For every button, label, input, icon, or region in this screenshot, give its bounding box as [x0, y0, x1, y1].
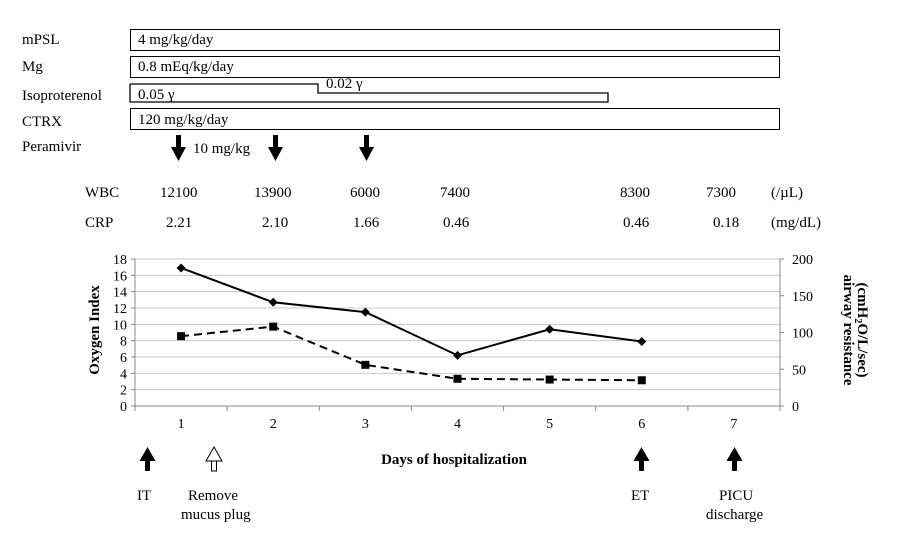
x-axis-label: Days of hospitalization	[381, 452, 528, 468]
y-tick-label-left: 16	[113, 269, 127, 284]
wbc-value: 13900	[254, 185, 292, 201]
airway-resistance-point	[637, 376, 646, 385]
y-tick-label-left: 0	[120, 400, 127, 415]
crp-value: 2.21	[166, 215, 193, 231]
oxygen-index-point	[637, 336, 647, 346]
event-picu-label-2: discharge	[706, 507, 764, 523]
ctrx-dose: 120 mg/kg/day	[138, 112, 229, 128]
isoproterenol-dose-2: 0.02 γ	[326, 76, 363, 92]
y-tick-label-left: 18	[113, 253, 127, 268]
peramivir-arrow-icon	[268, 135, 283, 161]
mpsl-bar: 4 mg/kg/day	[130, 29, 780, 51]
airway-resistance-line	[180, 325, 642, 382]
x-tick-label: 4	[454, 417, 461, 432]
peramivir-dose: 10 mg/kg	[193, 141, 251, 157]
wbc-value: 12100	[160, 185, 198, 201]
crp-label: CRP	[85, 215, 114, 231]
y-tick-label-left: 6	[120, 351, 127, 366]
oxygen-index-point	[545, 324, 555, 334]
x-tick-label: 7	[730, 417, 737, 432]
y-tick-label-left: 12	[113, 302, 127, 317]
wbc-value: 7400	[440, 185, 470, 201]
mg-bar: 0.8 mEq/kg/day	[130, 56, 780, 78]
airway-resistance-point	[545, 375, 554, 384]
y-tick-label-right: 50	[792, 363, 806, 378]
y-tick-label-right: 150	[792, 290, 813, 305]
x-tick-label: 3	[362, 417, 369, 432]
airway-resistance-point	[361, 360, 370, 369]
oxygen-index-point	[360, 307, 370, 317]
wbc-label: WBC	[85, 185, 120, 201]
y-tick-label-left: 8	[120, 335, 127, 350]
airway-resistance-point	[269, 322, 278, 331]
y-tick-label-left: 2	[120, 384, 127, 399]
remove-mucus-plug-arrow-icon	[205, 445, 223, 472]
mpsl-label: mPSL	[22, 32, 60, 48]
picu-discharge-arrow-icon	[726, 447, 743, 471]
event-remove-label-1: Remove	[188, 488, 238, 504]
x-tick-label: 1	[178, 417, 185, 432]
y-tick-label-left: 14	[113, 286, 127, 301]
y-tick-label-right: 0	[792, 400, 799, 415]
crp-value: 0.18	[713, 215, 740, 231]
mg-label: Mg	[22, 59, 43, 75]
mpsl-dose: 4 mg/kg/day	[138, 32, 214, 48]
crp-value: 0.46	[623, 215, 650, 231]
peramivir-doses	[171, 135, 374, 161]
crp-unit: (mg/dL)	[771, 215, 821, 231]
ctrx-label: CTRX	[22, 114, 63, 130]
y-tick-label-right: 100	[792, 327, 813, 342]
crp-value: 0.46	[443, 215, 470, 231]
et-arrow-icon	[633, 447, 650, 471]
peramivir-label: Peramivir	[22, 139, 82, 155]
y-tick-label-left: 10	[113, 318, 127, 333]
event-picu-label-1: PICU	[719, 488, 754, 504]
airway-resistance-point	[453, 374, 462, 383]
y-axis-label-right-unit: (cmH2O/L/sec)	[852, 283, 870, 378]
event-remove-label-2: mucus plug	[181, 507, 251, 523]
isoproterenol-bar	[129, 83, 609, 103]
x-tick-label: 2	[270, 417, 277, 432]
wbc-value: 7300	[706, 185, 736, 201]
isoproterenol-dose-1: 0.05 γ	[138, 87, 175, 103]
peramivir-arrow-icon	[171, 135, 186, 161]
x-tick-label: 6	[638, 417, 645, 432]
it-arrow-icon	[139, 447, 156, 471]
y-tick-label-left: 4	[120, 367, 127, 382]
wbc-value: 6000	[350, 185, 380, 201]
isoproterenol-label: Isoproterenol	[22, 88, 102, 104]
y-tick-label-right: 200	[792, 253, 813, 268]
y-axis-label-right: airway resistance	[840, 275, 856, 386]
oxygen-index-point	[453, 350, 462, 360]
wbc-value: 8300	[620, 185, 650, 201]
event-et-label: ET	[631, 488, 650, 504]
ctrx-bar: 120 mg/kg/day	[130, 108, 780, 130]
crp-value: 2.10	[262, 215, 289, 231]
oxygen-index-point	[176, 263, 186, 273]
x-tick-label: 5	[546, 417, 553, 432]
mg-dose: 0.8 mEq/kg/day	[138, 59, 234, 75]
oxygen-index-line	[180, 267, 642, 357]
event-it-label: IT	[137, 488, 152, 504]
oxygen-index-point	[268, 297, 278, 307]
peramivir-arrow-icon	[359, 135, 374, 161]
crp-value: 1.66	[353, 215, 380, 231]
y-axis-label-left: Oxygen Index	[87, 285, 103, 375]
wbc-unit: (/µL)	[771, 185, 803, 201]
airway-resistance-point	[177, 332, 186, 341]
